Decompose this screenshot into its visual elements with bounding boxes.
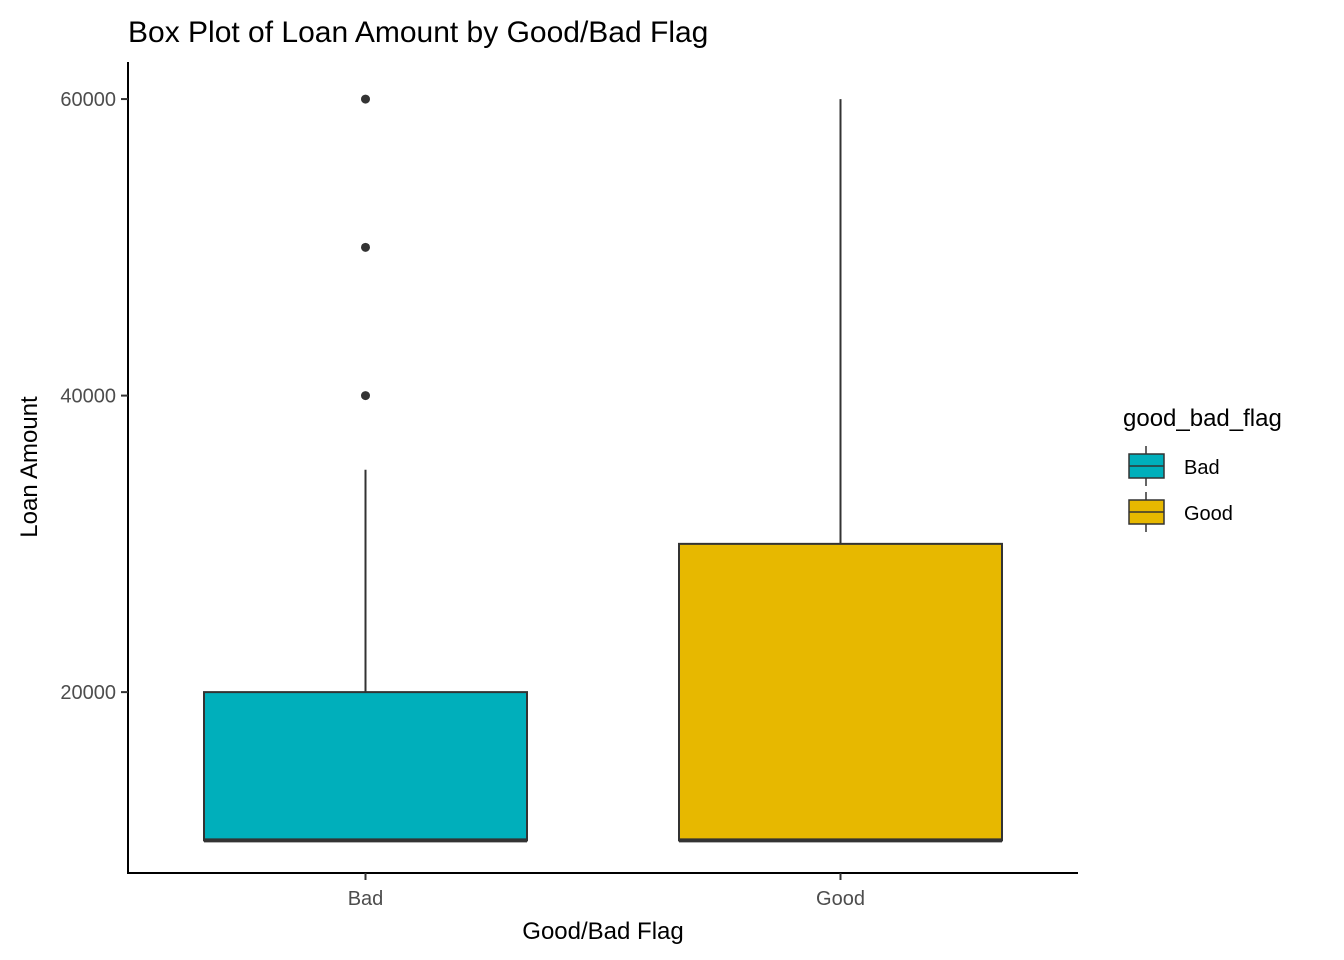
x-axis-title: Good/Bad Flag bbox=[522, 918, 683, 945]
box-body bbox=[203, 691, 528, 842]
y-tick-label: 20000 bbox=[60, 682, 116, 704]
legend: good_bad_flag Bad Good bbox=[1123, 405, 1282, 532]
y-axis-title: Loan Amount bbox=[16, 396, 43, 538]
outlier-point bbox=[361, 94, 370, 104]
legend-key-bad bbox=[1128, 446, 1165, 486]
x-tick-label: Good bbox=[816, 888, 865, 910]
box-body bbox=[678, 542, 1003, 842]
box-bad bbox=[203, 94, 528, 843]
plot-area bbox=[203, 94, 1003, 843]
legend-label-bad: Bad bbox=[1184, 457, 1220, 479]
chart-title: Box Plot of Loan Amount by Good/Bad Flag bbox=[128, 16, 708, 49]
x-tick-label: Bad bbox=[348, 888, 384, 910]
y-tick-label: 40000 bbox=[60, 386, 116, 408]
y-axis-ticks: 20000 40000 60000 bbox=[60, 89, 128, 704]
legend-key-good bbox=[1128, 492, 1165, 532]
outlier-point bbox=[361, 242, 370, 252]
legend-title: good_bad_flag bbox=[1123, 405, 1282, 432]
x-axis-ticks: Bad Good bbox=[348, 873, 865, 910]
box-good bbox=[678, 99, 1003, 843]
legend-label-good: Good bbox=[1184, 503, 1233, 525]
outlier-point bbox=[361, 391, 370, 401]
y-tick-label: 60000 bbox=[60, 89, 116, 111]
